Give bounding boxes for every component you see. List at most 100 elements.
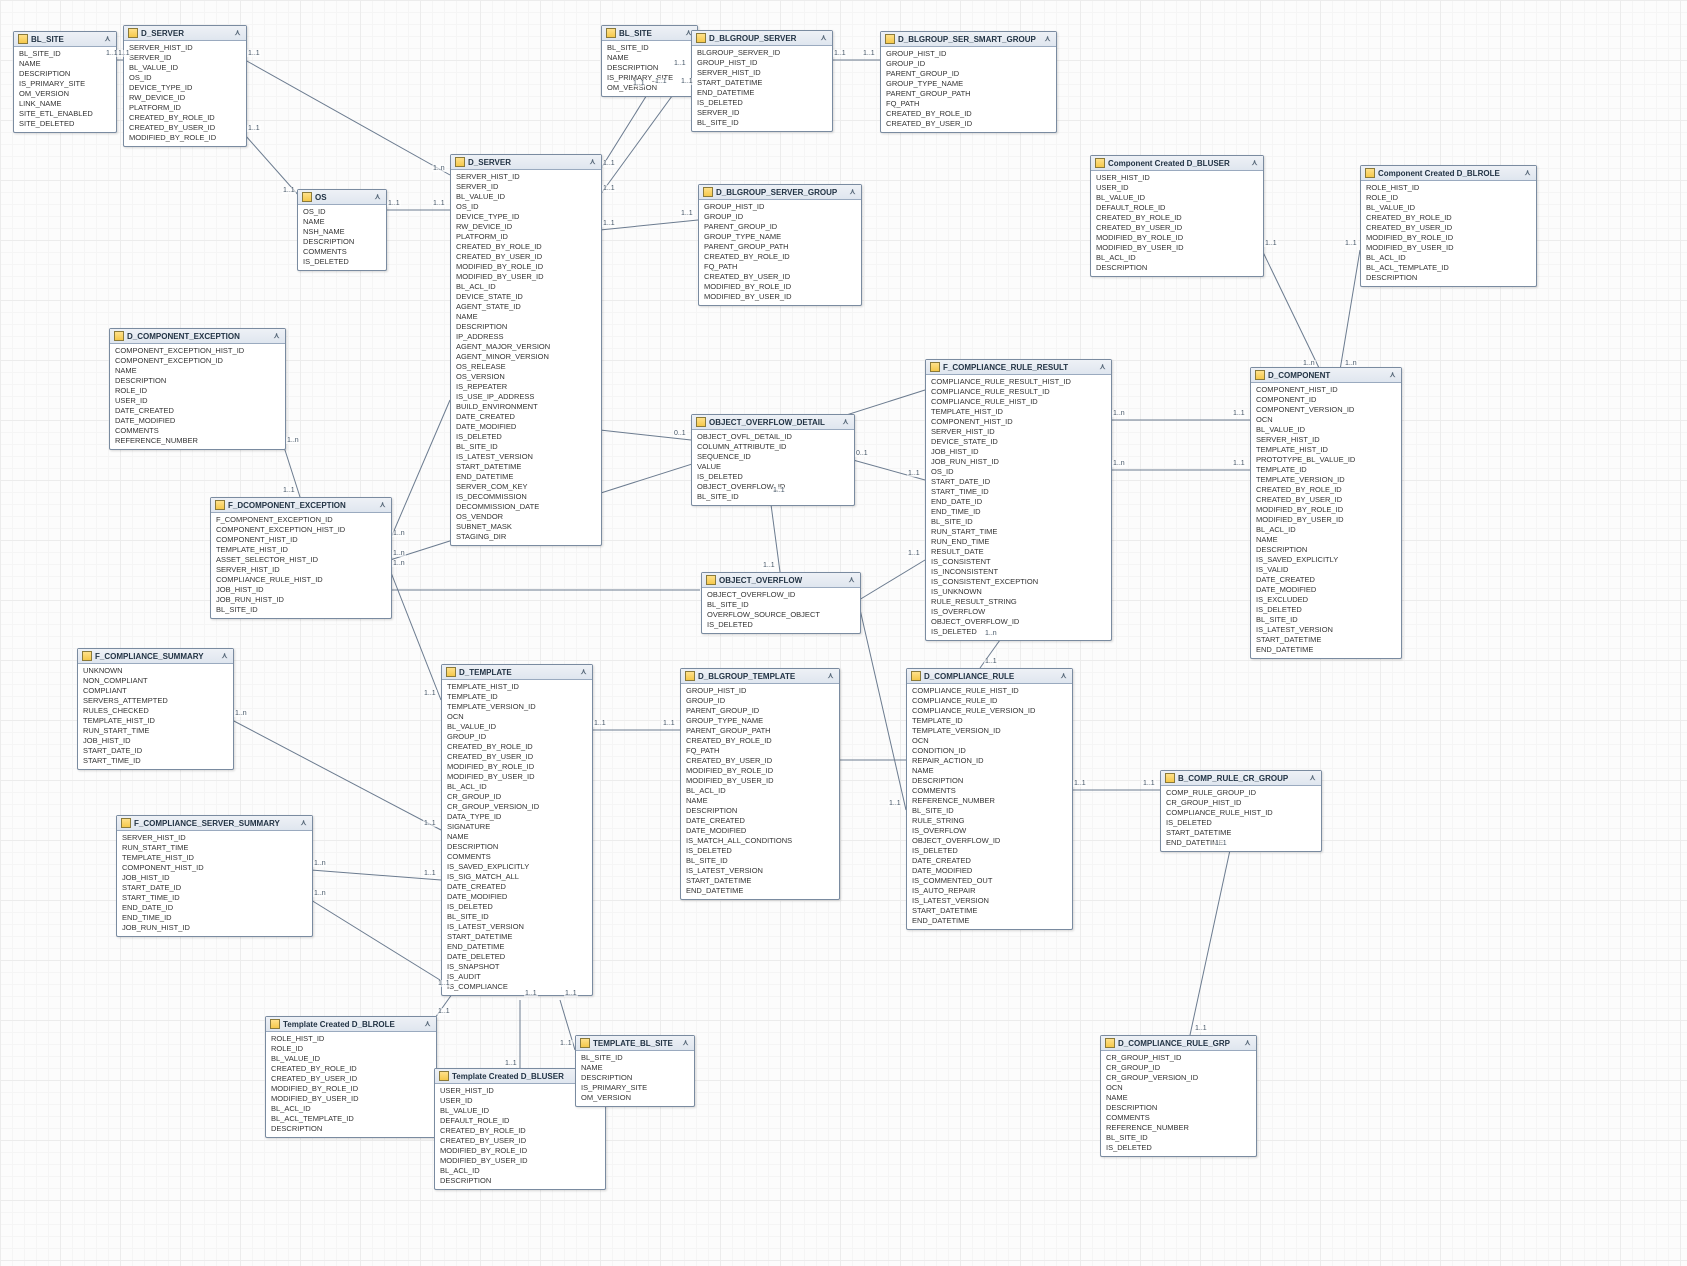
table-icon	[696, 33, 706, 43]
entity-d_template[interactable]: D_TEMPLATE⋏TEMPLATE_HIST_IDTEMPLATE_IDTE…	[441, 664, 593, 996]
entity-object_overflow[interactable]: OBJECT_OVERFLOW⋏OBJECT_OVERFLOW_IDBL_SIT…	[701, 572, 861, 634]
collapse-icon[interactable]: ⋏	[841, 418, 850, 427]
relationship-line	[390, 400, 450, 540]
entity-templ_created_blrole[interactable]: Template Created D_BLROLE⋏ROLE_HIST_IDRO…	[265, 1016, 437, 1138]
entity-header[interactable]: F_COMPLIANCE_SERVER_SUMMARY⋏	[117, 816, 312, 831]
collapse-icon[interactable]: ⋏	[819, 34, 828, 43]
column-name: COMMENTS	[446, 852, 588, 862]
collapse-icon[interactable]: ⋏	[423, 1020, 432, 1029]
entity-comp_created_blrole[interactable]: Component Created D_BLROLE⋏ROLE_HIST_IDR…	[1360, 165, 1537, 287]
collapse-icon[interactable]: ⋏	[848, 188, 857, 197]
entity-header[interactable]: D_COMPLIANCE_RULE_GRP⋏	[1101, 1036, 1256, 1051]
entity-header[interactable]: D_BLGROUP_TEMPLATE⋏	[681, 669, 839, 684]
entity-header[interactable]: D_BLGROUP_SER_SMART_GROUP⋏	[881, 32, 1056, 47]
entity-f_compliance_server_summary[interactable]: F_COMPLIANCE_SERVER_SUMMARY⋏SERVER_HIST_…	[116, 815, 313, 937]
collapse-icon[interactable]: ⋏	[378, 501, 387, 510]
column-name: MODIFIED_BY_ROLE_ID	[1365, 233, 1532, 243]
collapse-icon[interactable]: ⋏	[373, 193, 382, 202]
entity-header[interactable]: F_DCOMPONENT_EXCEPTION⋏	[211, 498, 391, 513]
column-name: GROUP_ID	[446, 732, 588, 742]
collapse-icon[interactable]: ⋏	[103, 35, 112, 44]
entity-d_component[interactable]: D_COMPONENT⋏COMPONENT_HIST_IDCOMPONENT_I…	[1250, 367, 1402, 659]
entity-header[interactable]: D_COMPONENT_EXCEPTION⋏	[110, 329, 285, 344]
column-name: OM_VERSION	[18, 89, 112, 99]
entity-header[interactable]: D_COMPLIANCE_RULE⋏	[907, 669, 1072, 684]
entity-d_blgroup_template[interactable]: D_BLGROUP_TEMPLATE⋏GROUP_HIST_IDGROUP_ID…	[680, 668, 840, 900]
entity-template_bl_site[interactable]: TEMPLATE_BL_SITE⋏BL_SITE_IDNAMEDESCRIPTI…	[575, 1035, 695, 1107]
entity-d_server1[interactable]: D_SERVER⋏SERVER_HIST_IDSERVER_IDBL_VALUE…	[123, 25, 247, 147]
column-name: CREATED_BY_ROLE_ID	[128, 113, 242, 123]
entity-d_compliance_rule_grp[interactable]: D_COMPLIANCE_RULE_GRP⋏CR_GROUP_HIST_IDCR…	[1100, 1035, 1257, 1157]
entity-d_component_exception[interactable]: D_COMPONENT_EXCEPTION⋏ COMPONENT_EXCEPTIO…	[109, 328, 286, 450]
collapse-icon[interactable]: ⋏	[1098, 363, 1107, 372]
entity-header[interactable]: BL_SITE⋏	[14, 32, 116, 47]
entity-header[interactable]: D_BLGROUP_SERVER_GROUP⋏	[699, 185, 861, 200]
collapse-icon[interactable]: ⋏	[299, 819, 308, 828]
entity-header[interactable]: F_COMPLIANCE_RULE_RESULT⋏	[926, 360, 1111, 375]
entity-header[interactable]: OBJECT_OVERFLOW⋏	[702, 573, 860, 588]
column-name: COMPONENT_EXCEPTION_HIST_ID	[114, 346, 281, 356]
entity-d_blgroup_ser_smart[interactable]: D_BLGROUP_SER_SMART_GROUP⋏GROUP_HIST_IDG…	[880, 31, 1057, 133]
entity-header[interactable]: BL_SITE⋏	[602, 26, 697, 41]
entity-header[interactable]: OBJECT_OVERFLOW_DETAIL⋏	[692, 415, 854, 430]
column-name: MODIFIED_BY_ROLE_ID	[685, 766, 835, 776]
entity-d_server2[interactable]: D_SERVER⋏SERVER_HIST_IDSERVER_IDBL_VALUE…	[450, 154, 602, 546]
entity-f_compliance_summary[interactable]: F_COMPLIANCE_SUMMARY⋏UNKNOWNNON_COMPLIAN…	[77, 648, 234, 770]
column-name: PARENT_GROUP_PATH	[685, 726, 835, 736]
column-name: COMPONENT_EXCEPTION_HIST_ID	[215, 525, 387, 535]
collapse-icon[interactable]: ⋏	[1059, 672, 1068, 681]
entity-header[interactable]: F_COMPLIANCE_SUMMARY⋏	[78, 649, 233, 664]
entity-header[interactable]: B_COMP_RULE_CR_GROUP⋏	[1161, 771, 1321, 786]
entity-header[interactable]: OS⋏	[298, 190, 386, 205]
entity-header[interactable]: D_COMPONENT⋏	[1251, 368, 1401, 383]
entity-d_blgroup_server_group[interactable]: D_BLGROUP_SERVER_GROUP⋏GROUP_HIST_IDGROU…	[698, 184, 862, 306]
relationship-line	[390, 570, 441, 700]
entity-header[interactable]: D_SERVER⋏	[451, 155, 601, 170]
entity-header[interactable]: D_BLGROUP_SERVER⋏	[692, 31, 832, 46]
entity-b_comp_rule_cr_group[interactable]: B_COMP_RULE_CR_GROUP⋏COMP_RULE_GROUP_IDC…	[1160, 770, 1322, 852]
collapse-icon[interactable]: ⋏	[272, 332, 281, 341]
collapse-icon[interactable]: ⋏	[681, 1039, 690, 1048]
entity-header[interactable]: Component Created D_BLROLE⋏	[1361, 166, 1536, 181]
table-icon	[270, 1019, 280, 1029]
entity-comp_created_bluser[interactable]: Component Created D_BLUSER⋏USER_HIST_IDU…	[1090, 155, 1264, 277]
column-name: IS_DELETED	[696, 472, 850, 482]
collapse-icon[interactable]: ⋏	[1308, 774, 1317, 783]
entity-bl_site[interactable]: BL_SITE⋏BL_SITE_IDNAMEDESCRIPTIONIS_PRIM…	[13, 31, 117, 133]
entity-header[interactable]: D_TEMPLATE⋏	[442, 665, 592, 680]
cardinality-label: 1..1	[680, 210, 694, 217]
collapse-icon[interactable]: ⋏	[1388, 371, 1397, 380]
collapse-icon[interactable]: ⋏	[220, 652, 229, 661]
collapse-icon[interactable]: ⋏	[588, 158, 597, 167]
column-name: RULE_RESULT_STRING	[930, 597, 1107, 607]
column-name: DATE_CREATED	[685, 816, 835, 826]
entity-title: Component Created D_BLUSER	[1108, 159, 1247, 168]
entity-columns: USER_HIST_IDUSER_IDBL_VALUE_IDDEFAULT_RO…	[1091, 171, 1263, 276]
column-name: TEMPLATE_VERSION_ID	[911, 726, 1068, 736]
cardinality-label: 1..n	[1112, 410, 1126, 417]
entity-f_compliance_rule_result[interactable]: F_COMPLIANCE_RULE_RESULT⋏COMPLIANCE_RULE…	[925, 359, 1112, 641]
entity-d_blgroup_server[interactable]: D_BLGROUP_SERVER⋏BLGROUP_SERVER_IDGROUP_…	[691, 30, 833, 132]
entity-header[interactable]: D_SERVER⋏	[124, 26, 246, 41]
collapse-icon[interactable]: ⋏	[847, 576, 856, 585]
column-name: DESCRIPTION	[1105, 1103, 1252, 1113]
collapse-icon[interactable]: ⋏	[1243, 1039, 1252, 1048]
entity-header[interactable]: Template Created D_BLROLE⋏	[266, 1017, 436, 1032]
entity-header[interactable]: Component Created D_BLUSER⋏	[1091, 156, 1263, 171]
collapse-icon[interactable]: ⋏	[1250, 159, 1259, 168]
entity-d_compliance_rule[interactable]: D_COMPLIANCE_RULE⋏COMPLIANCE_RULE_HIST_I…	[906, 668, 1073, 930]
collapse-icon[interactable]: ⋏	[1043, 35, 1052, 44]
collapse-icon[interactable]: ⋏	[826, 672, 835, 681]
entity-os[interactable]: OS⋏OS_IDNAMENSH_NAMEDESCRIPTIONCOMMENTSI…	[297, 189, 387, 271]
entity-header[interactable]: TEMPLATE_BL_SITE⋏	[576, 1036, 694, 1051]
column-name: BL_SITE_ID	[685, 856, 835, 866]
collapse-icon[interactable]: ⋏	[233, 29, 242, 38]
entity-f_dcomponent_exception[interactable]: F_DCOMPONENT_EXCEPTION⋏F_COMPONENT_EXCEP…	[210, 497, 392, 619]
column-name: OBJECT_OVERFLOW_ID	[930, 617, 1107, 627]
cardinality-label: 1..n	[313, 890, 327, 897]
column-name: IS_DELETED	[455, 432, 597, 442]
collapse-icon[interactable]: ⋏	[579, 668, 588, 677]
column-name: OM_VERSION	[580, 1093, 690, 1103]
column-name: START_DATE_ID	[82, 746, 229, 756]
collapse-icon[interactable]: ⋏	[1523, 169, 1532, 178]
